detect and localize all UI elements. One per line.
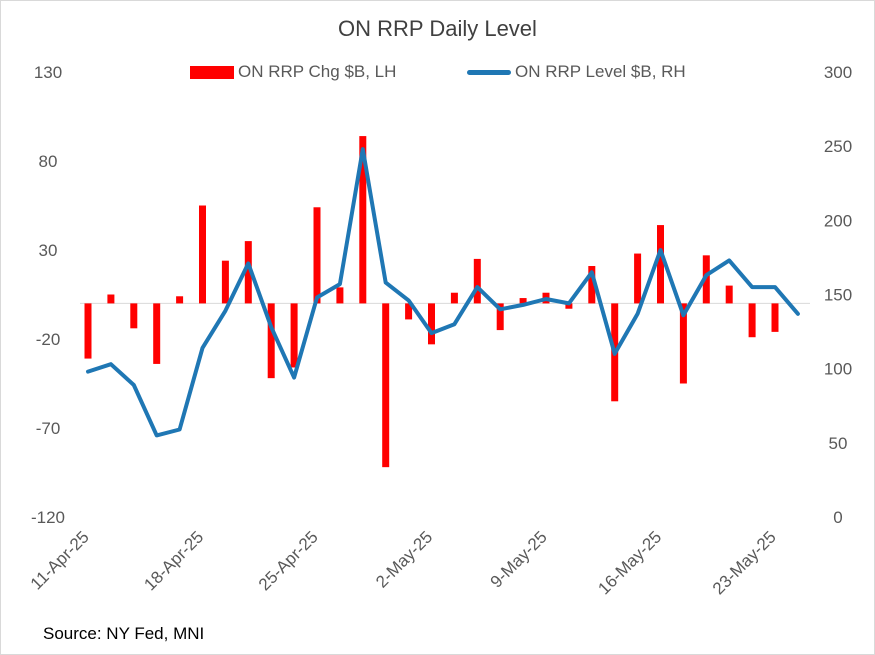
bar-26 <box>679 303 687 384</box>
right-axis-tick-1: 250 <box>824 137 852 156</box>
left-axis-tick-4: -70 <box>36 419 61 438</box>
right-axis-tick-2: 200 <box>824 211 852 230</box>
bar-24 <box>634 253 642 304</box>
bar-17 <box>473 258 481 304</box>
legend-item-change: ON RRP Chg $B, LH <box>190 62 396 82</box>
bar-21 <box>565 303 573 309</box>
bar-22 <box>588 266 596 304</box>
left-axis-tick-1: 80 <box>39 152 58 171</box>
bar-8 <box>267 303 275 379</box>
chart-title: ON RRP Daily Level <box>338 16 537 41</box>
bar-1 <box>107 294 115 304</box>
bar-3 <box>153 303 161 364</box>
bar-6 <box>221 260 229 304</box>
left-axis-tick-2: 30 <box>39 241 58 260</box>
x-tick-label-3: 2-May-25 <box>372 527 436 591</box>
bar-28 <box>725 285 733 304</box>
x-tick-label-4: 9-May-25 <box>487 527 551 591</box>
bar-19 <box>519 298 527 304</box>
source-note: Source: NY Fed, MNI <box>43 624 205 643</box>
bar-5 <box>199 205 206 304</box>
bar-11 <box>336 287 344 304</box>
bar-30 <box>771 303 779 332</box>
bar-13 <box>382 303 390 468</box>
bar-25 <box>657 225 664 304</box>
bar-2 <box>130 303 138 329</box>
left-axis-tick-3: -20 <box>36 330 61 349</box>
bar-14 <box>405 303 413 320</box>
bar-7 <box>244 241 252 304</box>
x-tick-label-2: 25-Apr-25 <box>255 527 322 594</box>
bar-15 <box>428 303 435 345</box>
level-line <box>86 147 800 438</box>
left-axis-tick-0: 130 <box>34 63 62 82</box>
right-axis-tick-4: 100 <box>824 360 852 379</box>
bar-0 <box>84 303 92 359</box>
bar-10 <box>313 207 321 304</box>
bar-9 <box>290 303 298 368</box>
bar-18 <box>496 303 504 331</box>
x-tick-label-0: 11-Apr-25 <box>27 527 93 593</box>
bar-12 <box>359 136 367 304</box>
legend-item-level: ON RRP Level $B, RH <box>467 62 686 82</box>
right-axis-tick-3: 150 <box>824 286 852 305</box>
right-axis-tick-6: 0 <box>833 508 842 527</box>
left-axis-tick-5: -120 <box>31 508 65 527</box>
right-axis-tick-5: 50 <box>829 434 848 453</box>
bar-4 <box>176 296 184 304</box>
bar-16 <box>450 292 458 304</box>
x-tick-label-1: 18-Apr-25 <box>140 527 207 594</box>
legend-swatch-bar <box>190 65 234 79</box>
legend-label-change: ON RRP Chg $B, LH <box>238 62 397 81</box>
right-axis-tick-0: 300 <box>824 63 852 82</box>
legend-swatch-line <box>467 69 511 75</box>
bar-27 <box>702 255 710 304</box>
x-tick-label-5: 16-May-25 <box>594 527 665 598</box>
x-tick-label-6: 23-May-25 <box>709 527 780 598</box>
legend-label-level: ON RRP Level $B, RH <box>515 62 686 81</box>
bar-29 <box>748 303 756 338</box>
